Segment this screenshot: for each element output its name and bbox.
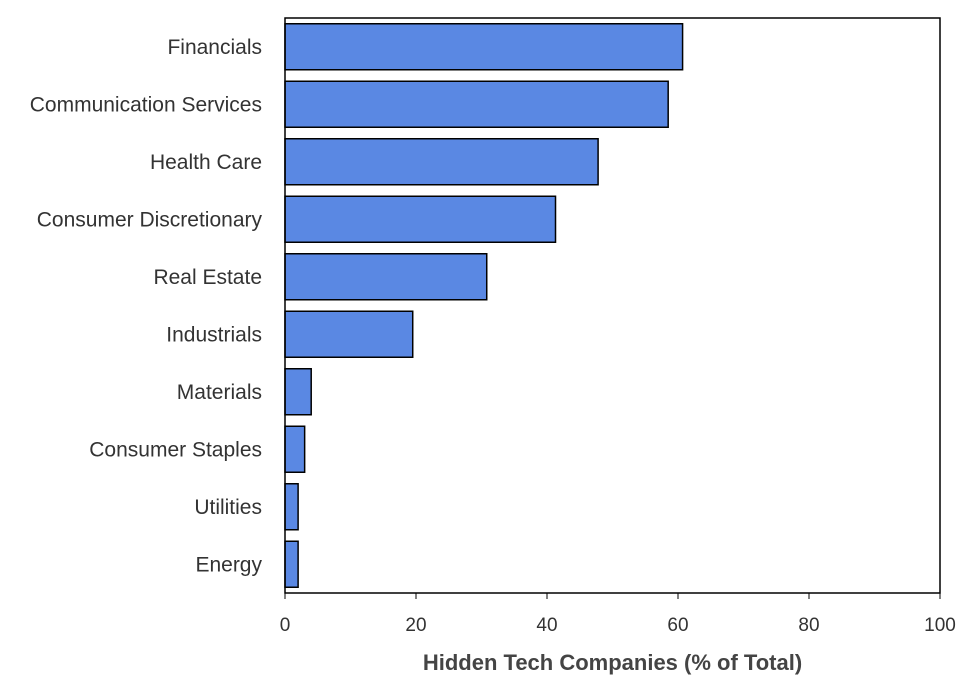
category-label: Consumer Staples <box>89 438 262 461</box>
category-label: Real Estate <box>153 266 262 289</box>
x-axis-title: Hidden Tech Companies (% of Total) <box>423 650 802 675</box>
bar-real-estate <box>284 253 488 301</box>
x-tick-label: 20 <box>405 615 426 636</box>
bar-financials <box>284 23 684 71</box>
category-label: Utilities <box>194 496 262 519</box>
bars-layer <box>284 23 684 588</box>
category-label: Communication Services <box>30 93 262 116</box>
bar-utilities <box>284 483 299 531</box>
category-label: Materials <box>177 381 262 404</box>
bar-energy <box>284 540 299 588</box>
category-label: Health Care <box>150 151 262 174</box>
bar-consumer-staples <box>284 425 306 473</box>
bar-health-care <box>284 138 599 186</box>
x-tick-label: 100 <box>924 615 956 636</box>
bar-materials <box>284 368 312 416</box>
x-tick-label: 80 <box>798 615 819 636</box>
category-label: Energy <box>195 553 262 576</box>
category-labels: Financials Communication Services Health C… <box>30 36 263 577</box>
category-label: Industrials <box>166 323 262 346</box>
plot-area-frame <box>284 17 941 594</box>
x-axis-ticks: 0 20 40 60 80 100 <box>280 593 956 636</box>
x-tick-label: 0 <box>280 615 291 636</box>
bar-industrials <box>284 310 414 358</box>
x-tick-label: 40 <box>536 615 557 636</box>
category-label: Consumer Discretionary <box>37 208 263 231</box>
bar-communication-services <box>284 80 669 128</box>
x-tick-label: 60 <box>667 615 688 636</box>
category-label: Financials <box>167 36 262 59</box>
bar-consumer-discretionary <box>284 195 557 243</box>
